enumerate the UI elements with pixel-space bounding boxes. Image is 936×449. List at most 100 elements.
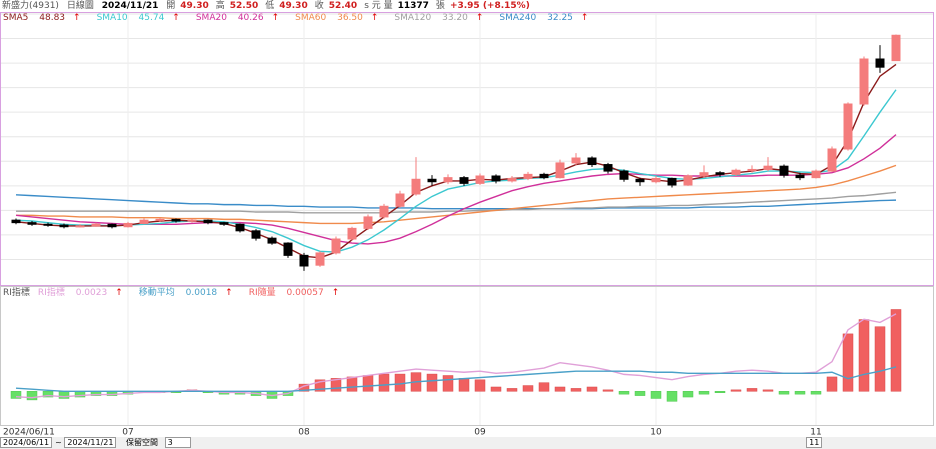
candle-body [395,193,405,207]
histogram-bar [490,386,502,392]
legend-value: 0.0018 [185,288,218,298]
histogram-bar [522,385,534,392]
legend-name: 移動平均 [138,288,175,298]
candle-body [331,238,341,254]
histogram-bar [10,391,22,399]
candle-body [731,169,741,175]
candle-body [267,237,277,244]
histogram-bar [874,326,886,392]
from-date[interactable]: 2024/06/11 [0,437,53,448]
x-tick-label: 10 [650,428,662,438]
field-label: s 元 量 [364,1,393,11]
field-value: 11377 [397,1,429,11]
chart-area: 2024/06/11 07 08 09 10 11 [0,12,934,438]
legend-value: 36.50 [337,13,363,23]
candle-body [139,219,149,224]
candle-body [699,172,709,177]
candle-body [459,177,469,184]
legend-value: 45.74 [138,13,165,23]
legend-value: 0.00057 [286,288,324,298]
legend-trend: ↑ [73,13,81,23]
legend-trend: ↑ [115,288,123,298]
candle-body [539,173,549,179]
legend-trend: ↑ [271,13,280,23]
field-label: 高 [215,1,225,11]
legend-value: 0.0023 [75,288,108,298]
candle-body [667,177,677,186]
histogram-bar [330,378,342,392]
candle-body [379,205,389,218]
histogram-bar [570,388,582,392]
candle-body [843,103,853,150]
histogram-bar [506,388,518,392]
reserve-value[interactable]: 3 [164,437,191,448]
series-line [15,366,897,393]
legend-trend: ↑ [172,13,180,23]
price-change: +3.95 (+8.15%) [449,1,530,11]
candle-body [587,157,597,166]
histogram-bar [378,373,390,392]
histogram-bar [650,391,662,399]
histogram-bar [714,391,726,393]
histogram-bar [730,389,742,392]
histogram-bar [826,376,838,392]
histogram-bar [602,389,614,392]
indicator-title: RI指標 [3,288,30,298]
legend-value: 33.20 [442,13,468,23]
legend-name: SMA20 [195,13,227,23]
x-tick-label: 2024/06/11 [3,428,55,438]
candle-body [507,177,517,182]
zoom-button[interactable]: 11 [806,437,823,448]
histogram-bar [858,319,870,392]
legend-item: SMA120 33.20 ↑ [394,13,491,23]
reserve-label: 保留空間 [126,438,159,447]
legend-trend: ↑ [475,13,484,23]
series-line [15,89,897,253]
histogram-bar [474,379,486,392]
legend-name: RI隨量 [248,288,276,298]
histogram-bar [362,375,374,392]
histogram-bar [890,309,902,392]
indicator-legend: RI指標 RI指標 0.0023 ↑ 移動平均 0.0018 ↑ RI隨量 0.00057… [3,288,355,299]
histogram-bar [810,391,822,395]
histogram-bar [762,389,774,392]
legend-item: RI隨量 0.00057 ↑ [249,288,348,298]
range-sep: ~ [55,438,62,447]
candle-body [123,222,133,228]
legend-value: 40.26 [237,13,264,23]
legend-value: 48.83 [39,13,66,23]
legend-item: SMA10 45.74 ↑ [97,13,188,23]
candle-body [219,222,229,225]
candle-body [347,227,357,240]
candle-body [203,219,213,224]
candle-body [251,230,261,239]
candle-body [299,254,309,267]
field-label: 開 [166,1,176,11]
series-line [15,63,897,259]
candle-body [235,223,245,232]
to-date[interactable]: 2024/11/21 [64,437,117,448]
histogram-bar [586,386,598,392]
candle-body [571,157,581,164]
field-value: 49.30 [180,1,209,11]
field-label: 收 [314,1,324,11]
histogram-bar [346,376,358,392]
legend-item: SMA240 32.25 ↑ [499,13,596,23]
candle-body [315,252,325,266]
legend-item: SMA5 48.83 ↑ [3,13,89,23]
legend-name: SMA240 [499,13,537,23]
candle-body [651,177,661,183]
histogram-bar [666,391,678,402]
legend-value: 32.25 [547,13,573,23]
candle-body [443,177,453,183]
legend-name: SMA60 [295,13,327,23]
candle-body [603,164,613,172]
x-tick-label: 07 [122,428,133,438]
histogram-bar [794,391,806,395]
indicator-panel [0,286,934,426]
x-tick-label: 08 [298,428,310,438]
series-line [16,164,897,225]
field-value: 52.40 [328,1,358,11]
candle-body [155,218,165,221]
legend-trend: ↑ [580,13,589,23]
